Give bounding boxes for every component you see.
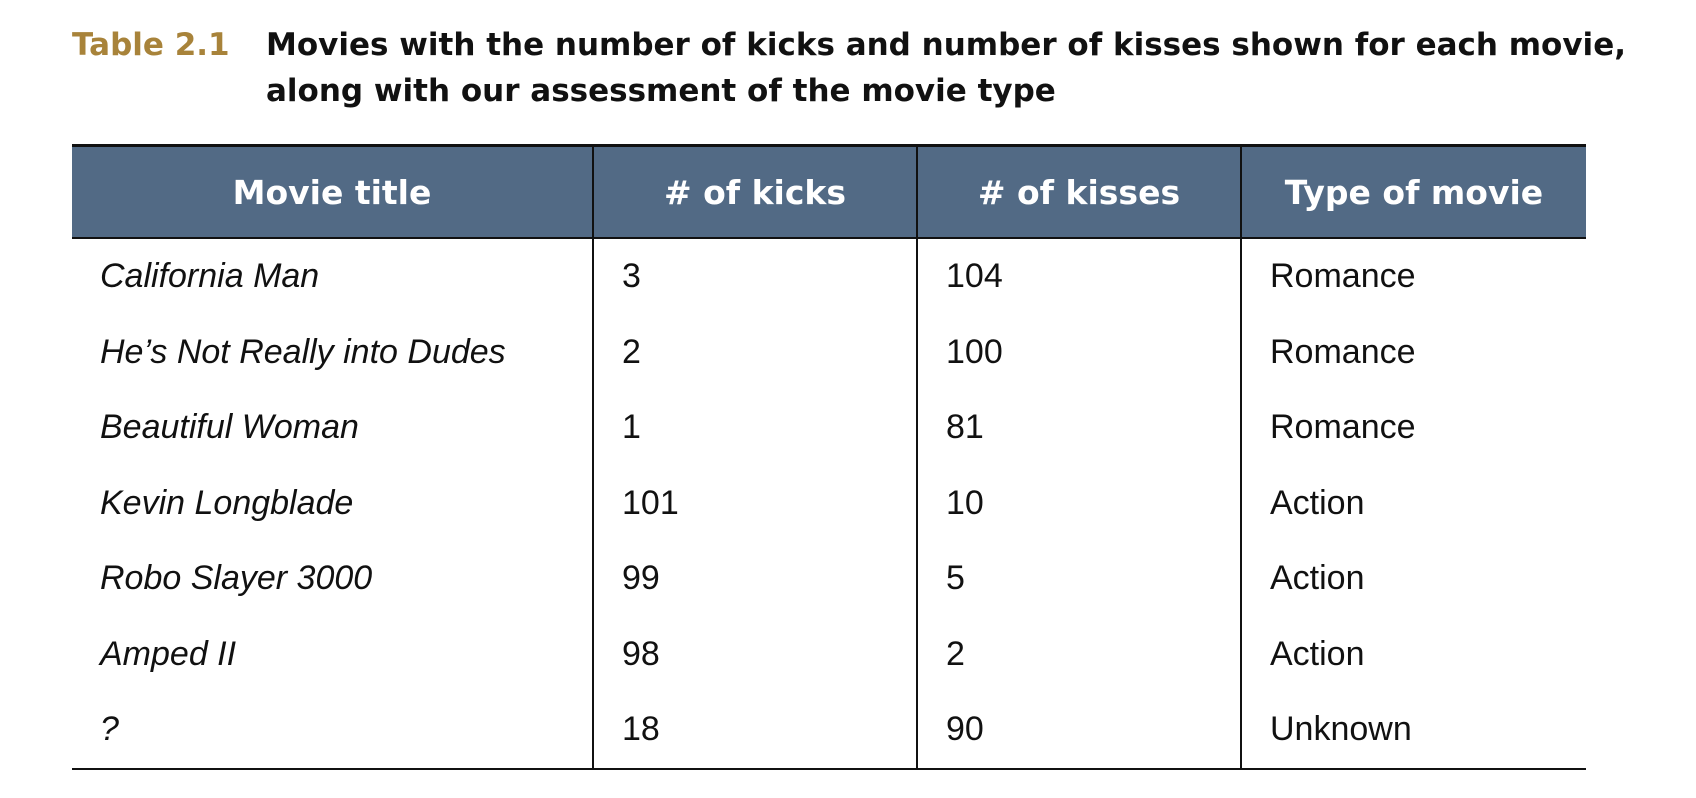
kisses-cell: 81	[916, 390, 1241, 466]
kisses-cell: 90	[916, 692, 1241, 769]
movie-type-cell: Romance	[1240, 238, 1586, 315]
movie-title-cell: California Man	[100, 257, 320, 296]
movie-title-cell: Robo Slayer 3000	[100, 559, 373, 598]
movie-type-cell: Romance	[1240, 390, 1586, 466]
kicks-cell: 98	[592, 616, 917, 692]
movie-type-cell: Romance	[1240, 314, 1586, 390]
header-row: Movie title # of kicks # of kisses Type …	[72, 145, 1586, 239]
kicks-cell: 3	[592, 238, 917, 315]
caption-label: Table 2.1	[72, 27, 230, 63]
movie-type-cell: Unknown	[1240, 692, 1586, 769]
caption-line-1: Movies with the number of kicks and numb…	[266, 27, 1626, 63]
header-kicks: # of kicks	[592, 145, 917, 239]
movie-type-cell: Action	[1240, 465, 1586, 541]
movie-title-cell: He’s Not Really into Dudes	[100, 332, 506, 371]
table-row: California Man 3 104 Romance	[72, 238, 1586, 315]
kisses-cell: 100	[916, 314, 1241, 390]
movie-type-cell: Action	[1240, 541, 1586, 617]
table-row: Amped II 98 2 Action	[72, 616, 1586, 692]
kicks-cell: 18	[592, 692, 917, 769]
movie-title-cell: ?	[100, 710, 119, 749]
movie-title-cell: Amped II	[100, 634, 237, 673]
kicks-cell: 1	[592, 390, 917, 466]
header-movie-type: Type of movie	[1240, 145, 1586, 239]
caption-text: Movies with the number of kicks and numb…	[266, 22, 1646, 114]
table-row: Kevin Longblade 101 10 Action	[72, 465, 1586, 541]
table-row: Beautiful Woman 1 81 Romance	[72, 390, 1586, 466]
movie-title-cell: Beautiful Woman	[100, 408, 359, 447]
kicks-cell: 101	[592, 465, 917, 541]
movies-table: Movie title # of kicks # of kisses Type …	[72, 144, 1586, 770]
caption-line-2: along with our assessment of the movie t…	[266, 73, 1056, 109]
kisses-cell: 10	[916, 465, 1241, 541]
movie-type-cell: Action	[1240, 616, 1586, 692]
kisses-cell: 5	[916, 541, 1241, 617]
kicks-cell: 2	[592, 314, 917, 390]
header-kisses: # of kisses	[916, 145, 1241, 239]
table-row: He’s Not Really into Dudes 2 100 Romance	[72, 314, 1586, 390]
table-row: Robo Slayer 3000 99 5 Action	[72, 541, 1586, 617]
table-row: ? 18 90 Unknown	[72, 692, 1586, 769]
movie-title-cell: Kevin Longblade	[100, 483, 354, 522]
kicks-cell: 99	[592, 541, 917, 617]
kisses-cell: 104	[916, 238, 1241, 315]
kisses-cell: 2	[916, 616, 1241, 692]
header-movie-title: Movie title	[72, 145, 593, 239]
